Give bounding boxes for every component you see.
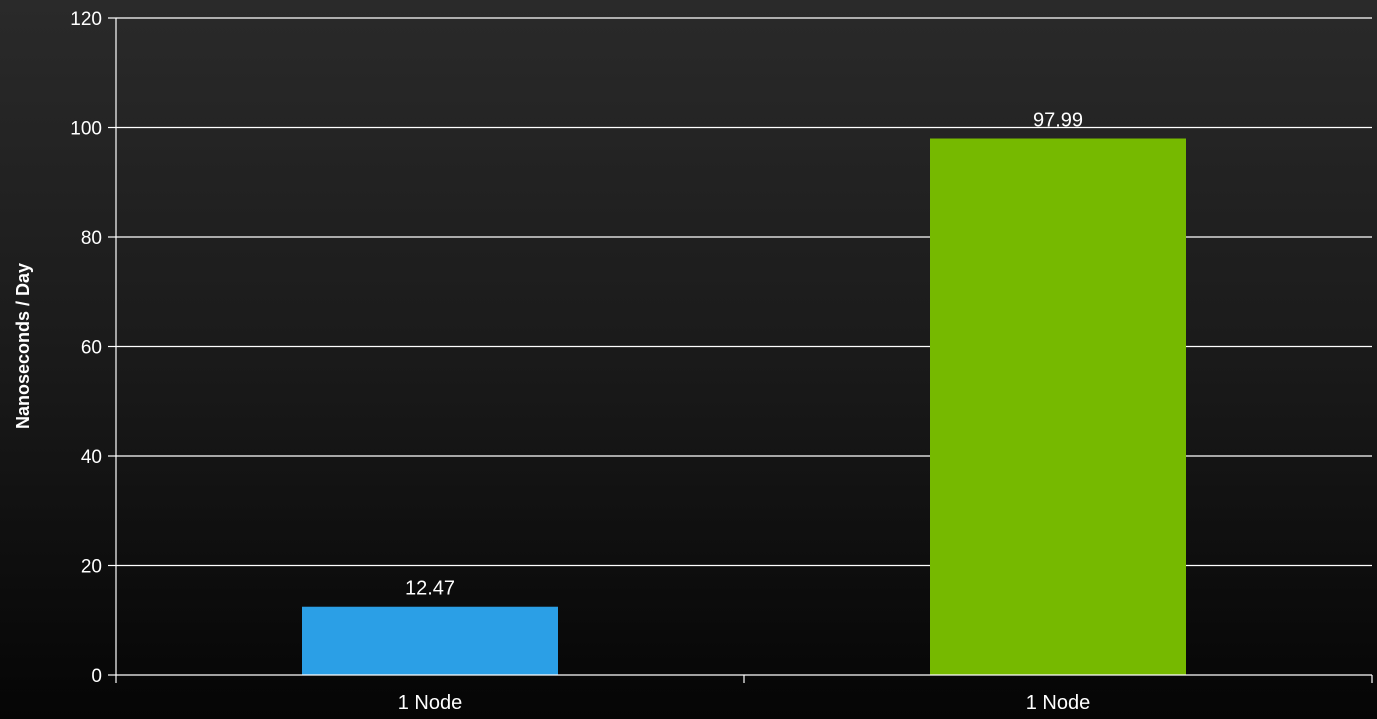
bar-2	[930, 138, 1186, 675]
data-label-1: 12.47	[405, 578, 455, 600]
labels: 0 20 40 60 80 100 120 12.47 1 Node 97.99 1 Node	[70, 9, 1090, 714]
data-label-2: 97.99	[1033, 110, 1083, 132]
bars	[302, 138, 1186, 675]
y-tick-label: 20	[81, 557, 102, 578]
bar-1	[302, 606, 558, 675]
y-axis-title: Nanoseconds / Day	[13, 263, 33, 429]
y-tick-label: 60	[81, 338, 102, 359]
x-category-label-1: 1 Node	[398, 692, 463, 714]
y-tick-label: 100	[70, 119, 102, 140]
x-category-label-2: 1 Node	[1026, 692, 1091, 714]
y-tick-label: 120	[70, 9, 102, 30]
y-tick-label: 40	[81, 447, 102, 468]
y-tick-label: 0	[91, 666, 102, 687]
axes	[108, 17, 1373, 683]
y-tick-label: 80	[81, 228, 102, 249]
